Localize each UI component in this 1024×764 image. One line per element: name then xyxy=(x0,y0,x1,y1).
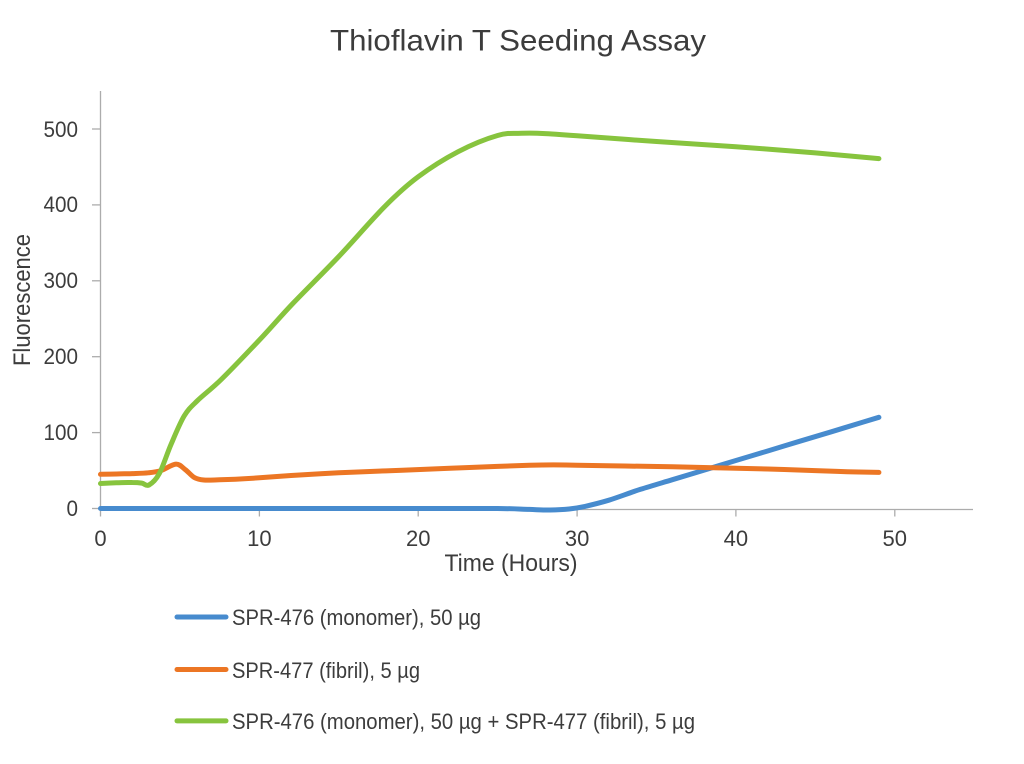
svg-text:30: 30 xyxy=(565,526,589,551)
svg-text:400: 400 xyxy=(44,192,79,217)
svg-text:Time (Hours): Time (Hours) xyxy=(445,550,578,577)
svg-text:Fluorescence: Fluorescence xyxy=(9,234,36,366)
svg-text:SPR-476 (monomer), 50 µg + SPR: SPR-476 (monomer), 50 µg + SPR-477 (fibr… xyxy=(232,709,695,734)
svg-text:20: 20 xyxy=(406,526,430,551)
svg-text:SPR-477 (fibril), 5 µg: SPR-477 (fibril), 5 µg xyxy=(232,658,420,683)
svg-text:0: 0 xyxy=(94,526,106,551)
svg-text:300: 300 xyxy=(44,268,79,293)
svg-text:500: 500 xyxy=(44,117,79,142)
svg-text:SPR-476 (monomer), 50 µg: SPR-476 (monomer), 50 µg xyxy=(232,605,481,630)
svg-text:200: 200 xyxy=(44,344,79,369)
svg-text:Thioflavin T Seeding Assay: Thioflavin T Seeding Assay xyxy=(330,25,706,58)
svg-text:0: 0 xyxy=(67,496,79,521)
svg-text:100: 100 xyxy=(44,420,79,445)
svg-text:40: 40 xyxy=(724,526,748,551)
svg-text:50: 50 xyxy=(883,526,907,551)
svg-text:10: 10 xyxy=(247,526,271,551)
